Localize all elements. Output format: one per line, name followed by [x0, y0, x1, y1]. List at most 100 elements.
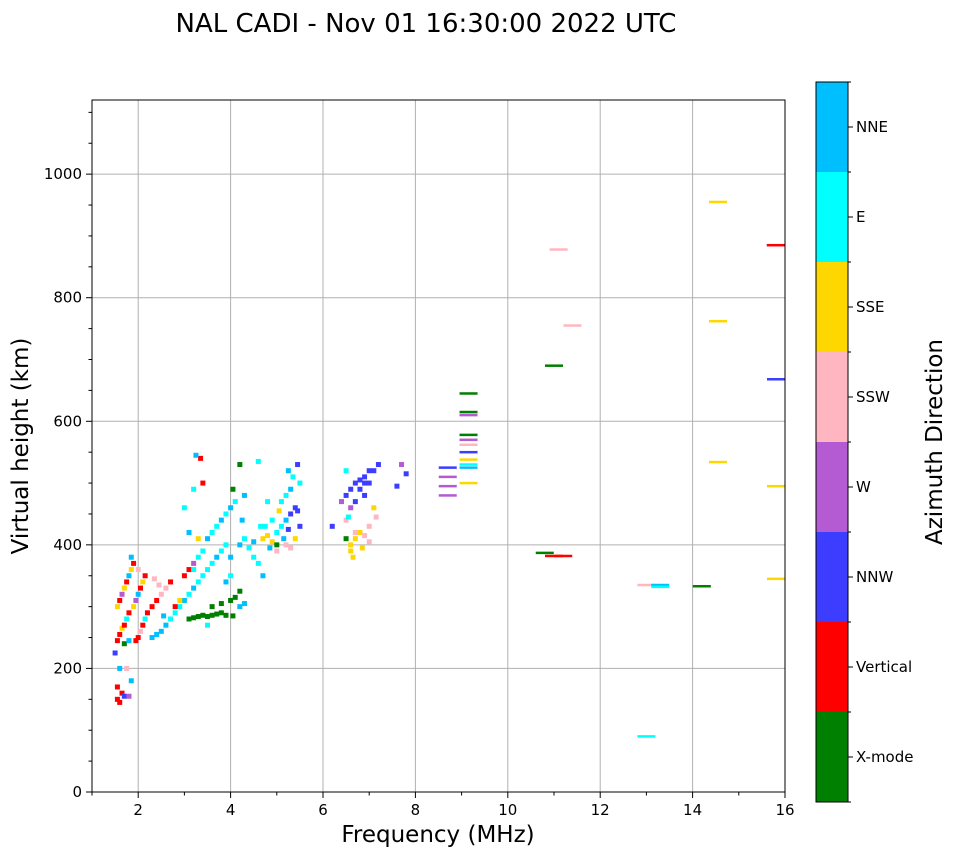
data-point: [205, 622, 210, 628]
data-point: [366, 523, 372, 529]
x-axis-label: Frequency (MHz): [341, 822, 534, 848]
data-point: [218, 610, 224, 616]
data-point: [121, 622, 127, 628]
data-point: [172, 610, 178, 616]
data-point: [230, 613, 236, 619]
data-point: [251, 539, 257, 545]
data-point: [265, 533, 271, 539]
data-point: [140, 579, 146, 585]
data-point: [135, 591, 141, 597]
data-point: [124, 579, 130, 585]
data-point: [338, 499, 344, 505]
y-tick-label: 200: [53, 659, 82, 677]
colorbar-tick-label: NNE: [856, 118, 888, 136]
data-point: [651, 583, 670, 587]
data-point: [343, 468, 349, 474]
data-point: [276, 508, 282, 514]
data-point: [119, 690, 125, 696]
colorbar-tick-label: Vertical: [856, 658, 912, 676]
data-point: [149, 635, 155, 641]
data-point: [121, 585, 127, 591]
data-point: [709, 460, 728, 464]
data-point: [205, 536, 210, 542]
data-point: [343, 536, 349, 542]
data-point: [209, 604, 215, 610]
data-point: [288, 511, 294, 517]
data-point: [228, 554, 234, 560]
data-point: [348, 548, 354, 554]
colorbar-segment: [816, 532, 848, 622]
data-point: [554, 554, 573, 558]
data-point: [343, 492, 349, 498]
data-point: [128, 567, 134, 573]
data-point: [135, 567, 141, 573]
y-tick-label: 600: [53, 412, 82, 430]
data-point: [288, 545, 294, 551]
data-point: [128, 554, 134, 560]
data-point: [438, 494, 457, 497]
data-point: [237, 462, 243, 468]
data-point: [168, 579, 174, 585]
data-point: [438, 466, 457, 469]
x-tick-label: 8: [411, 801, 421, 819]
data-point: [198, 455, 204, 461]
data-point: [292, 505, 298, 511]
data-point: [359, 545, 365, 551]
data-point: [269, 517, 275, 523]
x-tick-label: 14: [683, 801, 702, 819]
x-tick-label: 12: [591, 801, 610, 819]
y-tick-label: 400: [53, 536, 82, 554]
data-point: [126, 573, 132, 579]
data-point: [218, 548, 224, 554]
data-point: [651, 585, 670, 589]
data-point: [232, 499, 238, 505]
data-point: [172, 604, 178, 610]
data-point: [154, 631, 160, 637]
data-point: [117, 699, 123, 705]
data-point: [285, 468, 291, 474]
data-point: [117, 597, 123, 603]
data-point: [214, 611, 220, 617]
data-point: [352, 530, 358, 535]
x-tick-label: 4: [226, 801, 236, 819]
data-point: [131, 560, 137, 566]
data-point: [133, 597, 139, 603]
data-point: [545, 554, 563, 558]
data-point: [193, 452, 199, 458]
data-point: [191, 567, 197, 573]
data-point: [459, 458, 478, 461]
data-point: [191, 560, 197, 566]
data-point: [459, 392, 478, 395]
data-point: [168, 616, 174, 622]
colorbar-tick-label: X-mode: [856, 748, 913, 766]
x-tick-label: 10: [498, 801, 517, 819]
data-point: [209, 530, 215, 535]
data-point: [228, 573, 234, 579]
data-point: [117, 631, 123, 637]
plot-frame: [91, 99, 786, 793]
data-point: [767, 484, 785, 488]
y-axis-label: Virtual height (km): [8, 338, 34, 555]
data-point: [366, 468, 372, 474]
data-point: [362, 480, 368, 486]
data-point: [200, 548, 206, 554]
data-point: [274, 530, 280, 535]
data-point: [352, 536, 358, 542]
data-point: [156, 582, 162, 588]
data-point: [124, 665, 130, 671]
data-point: [195, 614, 201, 620]
data-point: [292, 536, 298, 542]
data-point: [121, 693, 127, 699]
data-point: [352, 499, 358, 505]
data-point: [163, 585, 169, 591]
data-point: [362, 492, 368, 498]
data-point: [181, 597, 187, 603]
data-point: [285, 526, 291, 532]
colorbar-segment: [816, 352, 848, 442]
y-tick-label: 0: [72, 783, 82, 801]
colorbar: X-mode Vertical NNW W SSW SSE E NNE: [815, 81, 913, 803]
data-point: [459, 433, 478, 437]
data-point: [200, 612, 206, 618]
data-point: [177, 597, 183, 603]
data-point: [297, 523, 303, 529]
